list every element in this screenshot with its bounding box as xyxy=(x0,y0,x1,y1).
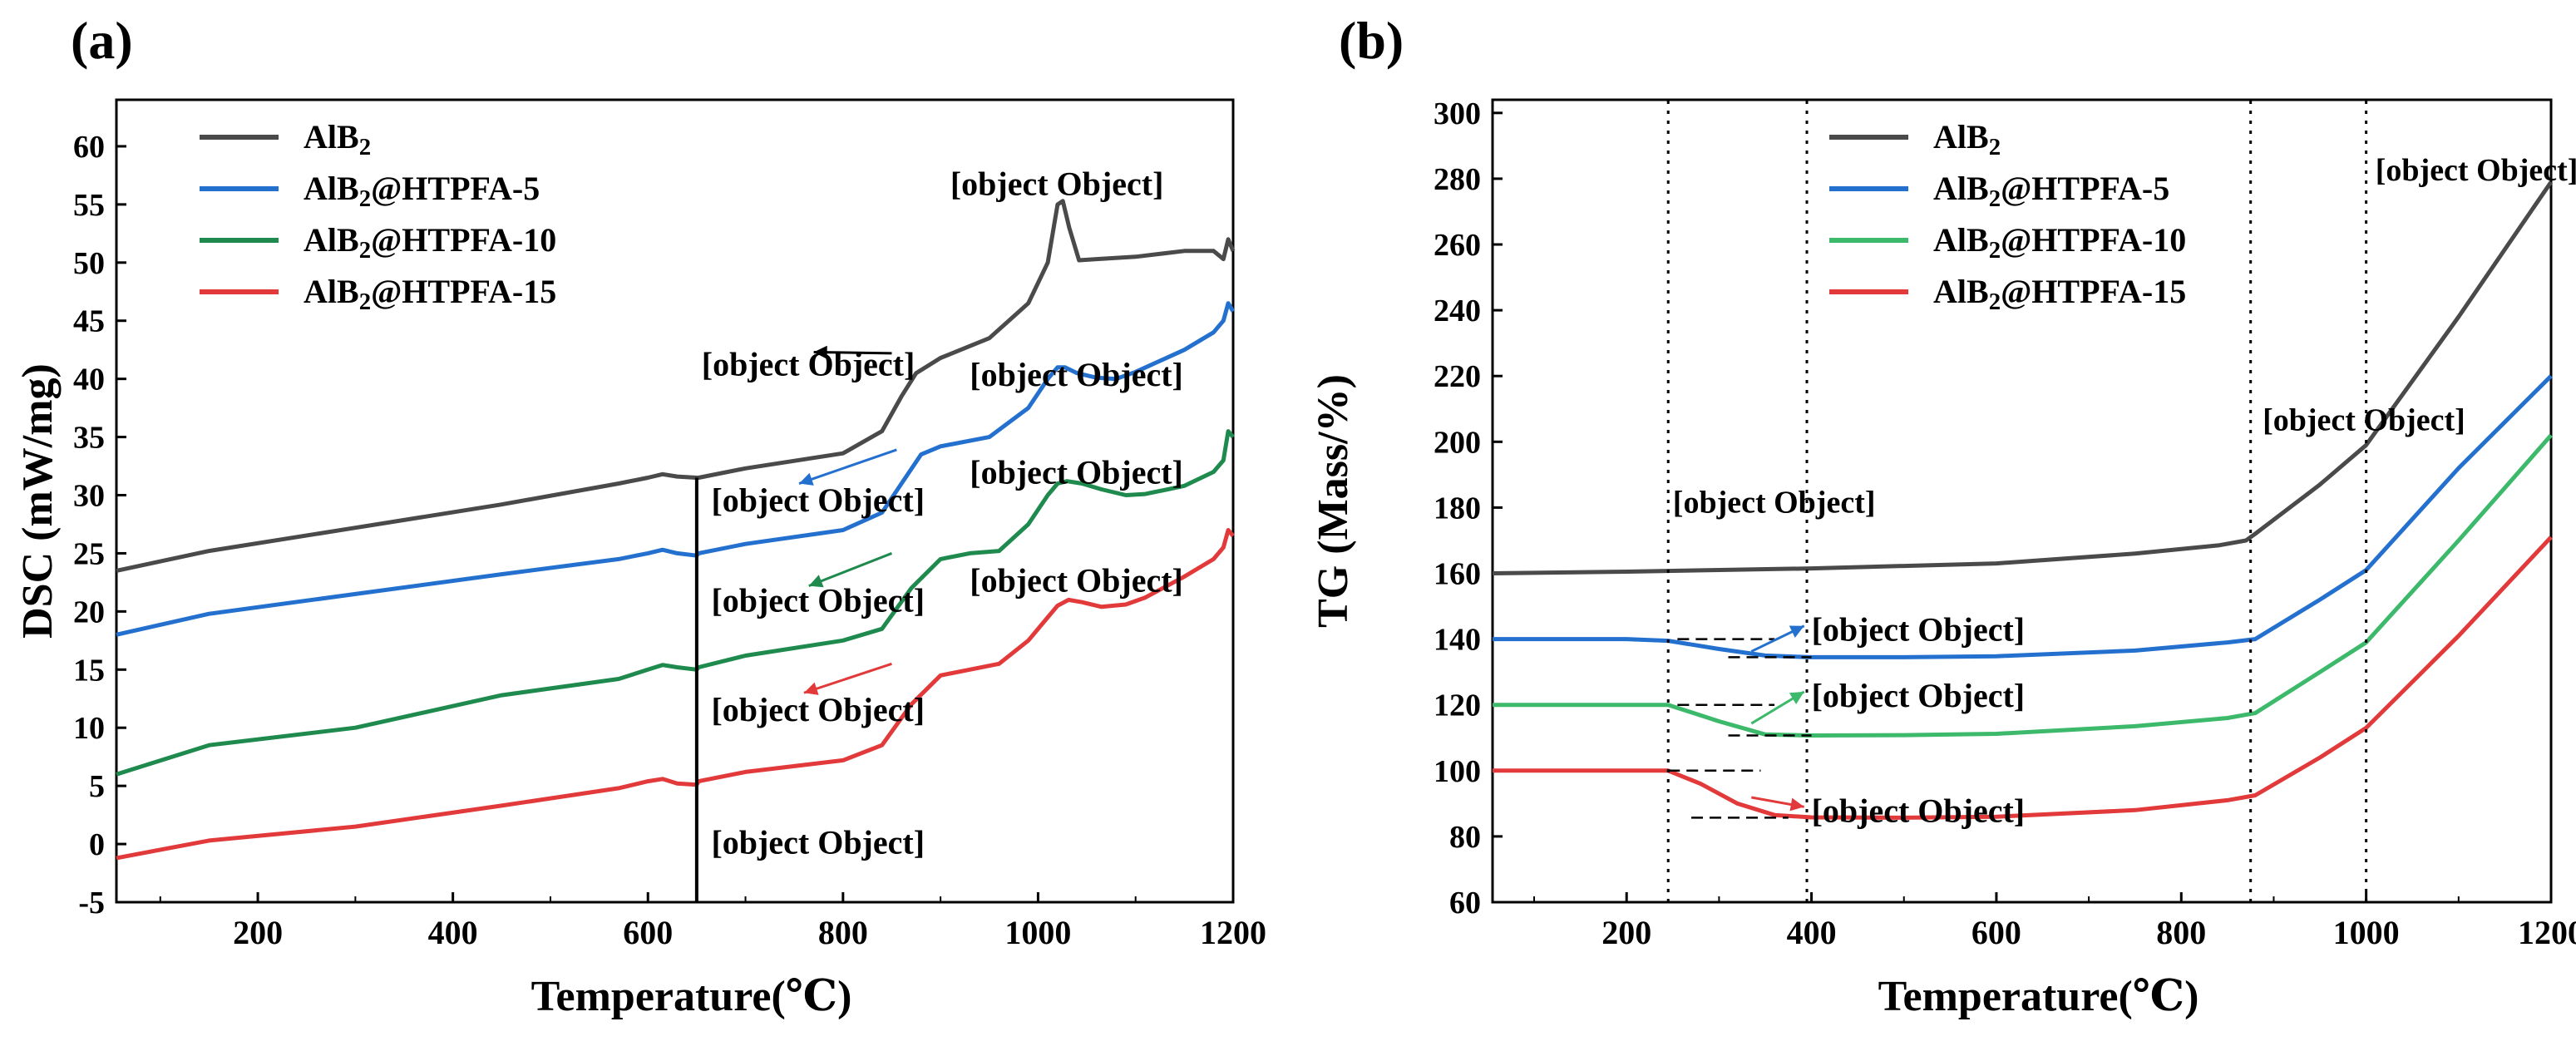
y-tick-label: 10 xyxy=(73,711,105,746)
x-tick-label: 1000 xyxy=(2333,914,2400,951)
series-line-3 xyxy=(1493,535,2553,820)
panel-label: (a) xyxy=(71,11,133,70)
x-axis-title: Temperature(℃) xyxy=(1878,973,2199,1020)
y-tick-label: -5 xyxy=(78,886,105,920)
x-tick-label: 400 xyxy=(428,914,478,951)
y-tick-label: 40 xyxy=(73,363,105,397)
annotation-label: [object Object] xyxy=(970,562,1183,600)
x-tick-label: 400 xyxy=(1787,914,1837,951)
annotation-label: [object Object] xyxy=(702,345,915,382)
annotation-label: [object Object] xyxy=(711,481,925,519)
x-axis-title: Temperature(℃) xyxy=(531,973,852,1020)
y-tick-label: 200 xyxy=(1434,425,1481,460)
series-line-1 xyxy=(116,301,1236,637)
series-line-2 xyxy=(1493,433,2553,738)
y-tick-label: 80 xyxy=(1449,820,1481,855)
y-tick-label: 300 xyxy=(1434,96,1481,131)
y-axis-title: DSC (mW/mg) xyxy=(14,363,62,639)
panel-label: (b) xyxy=(1339,11,1404,70)
stage-label: [object Object] xyxy=(1673,486,1876,521)
legend-label-3: AlB2@HTPFA-15 xyxy=(303,273,556,315)
y-tick-label: 15 xyxy=(73,653,105,688)
y-tick-label: 0 xyxy=(89,827,105,862)
annotation-arrow-line xyxy=(808,552,893,587)
y-tick-label: 20 xyxy=(73,595,105,629)
annotation-arrow-line xyxy=(798,448,897,485)
step-arrow-head xyxy=(1789,691,1804,704)
legend-label-1: AlB2@HTPFA-5 xyxy=(303,170,540,212)
annotation-label: [object Object] xyxy=(711,581,925,619)
x-tick-label: 1200 xyxy=(1200,914,1266,951)
x-tick-label: 800 xyxy=(2156,914,2206,951)
x-tick-label: 800 xyxy=(818,914,868,951)
annotation-arrow-head xyxy=(813,345,827,359)
mass-loss-label: [object Object] xyxy=(1812,677,2026,714)
legend-label-0: AlB2 xyxy=(303,118,371,160)
annotation-label: [object Object] xyxy=(711,691,925,728)
stage-label: [object Object] xyxy=(2376,153,2576,188)
dsc-chart: 200 400 600 800 1000 1200 -5 0 5 10 15 20 25 30 35 40 45… xyxy=(14,11,1266,1020)
step-arrow-head xyxy=(1789,625,1804,638)
series-line-0 xyxy=(1492,180,2554,575)
y-tick-label: 120 xyxy=(1434,688,1481,723)
y-tick-label: 220 xyxy=(1434,359,1481,394)
y-tick-label: 60 xyxy=(1449,886,1481,920)
legend-label-3: AlB2@HTPFA-15 xyxy=(1933,273,2186,315)
y-tick-label: 260 xyxy=(1434,228,1481,263)
step-arrow-head xyxy=(1789,797,1804,812)
y-tick-label: 5 xyxy=(89,769,105,804)
y-tick-label: 25 xyxy=(73,536,105,571)
x-tick-label: 1000 xyxy=(1004,914,1071,951)
tg-chart: 200 400 600 800 1000 1200 60 80 100 120 140 160 180 2… xyxy=(1310,11,2576,1020)
annotation-arrow-head xyxy=(808,575,824,588)
x-tick-label: 600 xyxy=(1971,914,2021,951)
annotation-arrow-head xyxy=(799,472,814,486)
series-line-0 xyxy=(116,199,1236,573)
legend-label-2: AlB2@HTPFA-10 xyxy=(1933,221,2186,264)
x-tick-label: 200 xyxy=(233,914,283,951)
y-tick-label: 280 xyxy=(1434,162,1481,197)
y-tick-label: 35 xyxy=(73,421,105,456)
y-tick-label: 55 xyxy=(73,188,105,223)
annotation-label: [object Object] xyxy=(970,356,1183,393)
x-tick-label: 200 xyxy=(1601,914,1651,951)
legend-label-2: AlB2@HTPFA-10 xyxy=(303,221,556,264)
y-tick-label: 30 xyxy=(73,479,105,514)
series-line-2 xyxy=(116,429,1235,777)
annotation-arrow-line xyxy=(803,662,892,694)
legend-label-1: AlB2@HTPFA-5 xyxy=(1933,170,2169,212)
y-tick-label: 50 xyxy=(73,246,105,281)
y-tick-label: 180 xyxy=(1434,491,1481,526)
plot-frame xyxy=(1491,98,2553,904)
annotation-label: [object Object] xyxy=(711,823,925,861)
x-tick-label: 1200 xyxy=(2518,914,2576,951)
y-tick-label: 100 xyxy=(1434,754,1481,789)
x-tick-label: 600 xyxy=(623,914,673,951)
plot-frame xyxy=(115,98,1235,904)
series-line-3 xyxy=(116,528,1235,861)
series-line-1 xyxy=(1493,374,2553,659)
mass-loss-label: [object Object] xyxy=(1812,792,2026,829)
y-tick-label: 240 xyxy=(1434,294,1481,328)
annotation-label: [object Object] xyxy=(950,165,1164,203)
y-tick-label: 60 xyxy=(73,130,105,165)
y-tick-label: 45 xyxy=(73,304,105,339)
legend-label-0: AlB2 xyxy=(1933,118,2001,160)
y-axis-title: TG (Mass/%) xyxy=(1310,374,1357,628)
y-tick-label: 160 xyxy=(1434,557,1481,592)
annotation-label: [object Object] xyxy=(970,454,1183,491)
stage-label: [object Object] xyxy=(2263,403,2465,438)
y-tick-label: 140 xyxy=(1434,623,1481,658)
annotation-arrow-head xyxy=(803,682,819,695)
mass-loss-label: [object Object] xyxy=(1812,611,2026,649)
